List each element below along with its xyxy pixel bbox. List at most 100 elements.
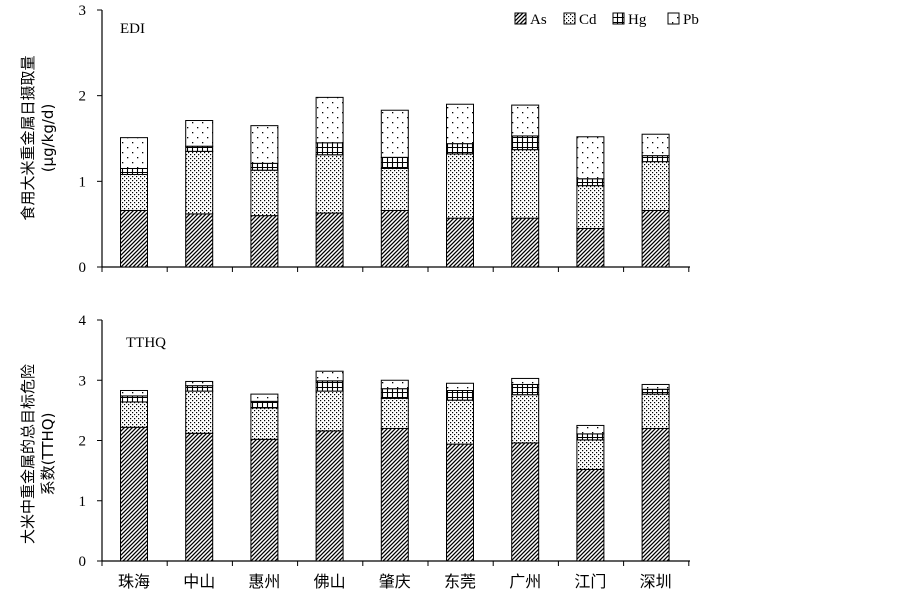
tthq-bar-cd [185,390,214,434]
tthq-bar-pb [120,389,148,397]
edi-bar-as [446,217,474,268]
tthq-bar-pb [576,424,605,435]
tthq-bar-hg [511,383,540,396]
edi-bar-hg [250,162,279,171]
tthq-bar-as [185,432,214,562]
legend-label-cd: Cd [579,12,597,28]
tthq-bar-hg [250,400,279,409]
edi-bar-pb [641,133,670,157]
tthq-y-tick-label: 0 [79,554,87,570]
edi-bar-hg [446,143,474,155]
edi-chart: EDI 食用大米重金属日摄取量 (μg/kg/d) As Cd Hg Pb 0 1 2 3 [19,3,699,276]
edi-bar-hg [120,167,148,175]
x-category-label: 深圳 [640,572,672,591]
edi-bar-as [250,215,279,268]
tthq-bar-pb [641,383,670,390]
edi-y-tick-label: 2 [79,89,87,105]
tthq-bar-hg [446,389,474,401]
tthq-bar-as [511,442,540,562]
edi-bar-cd [511,149,540,219]
x-category-label: 惠州 [248,572,280,591]
tthq-bar-hg [576,433,605,441]
legend-swatch-as [514,12,527,25]
legend-label-hg: Hg [628,12,647,28]
tthq-bar-hg [120,395,148,403]
tthq-bar-pb [446,382,474,391]
edi-bar-as [511,217,540,268]
edi-bar-pb [446,103,474,145]
edi-bar-hg [315,142,344,156]
x-category-label: 广州 [509,572,541,591]
tthq-chart: TTHQ 大米中重金属的总目标危险 系数(TTHQ) 0 1 2 3 4 珠海 中山 惠州 佛山… [19,313,690,591]
tthq-bar-pb [511,377,540,385]
tthq-bar-hg [315,380,344,392]
edi-bar-as [576,227,605,268]
edi-bar-pb [315,96,344,144]
edi-y-tick-label: 0 [79,260,87,276]
x-category-label: 东莞 [444,572,476,591]
tthq-bar-cd [380,397,409,429]
tthq-y-tick-label: 1 [79,494,87,510]
edi-bar-hg [511,135,540,151]
legend-label-pb: Pb [683,12,699,28]
edi-bar-as [380,209,409,268]
edi-bar-cd [120,173,148,211]
legend-swatch-cd [563,12,576,25]
legend: As Cd Hg Pb [514,12,699,28]
legend-swatch-hg [612,12,625,25]
tthq-bar-as [446,443,474,562]
tthq-y-axis-label: 大米中重金属的总目标危险 [19,364,37,544]
edi-chart-title: EDI [120,21,145,37]
legend-label-as: As [530,12,547,28]
tthq-bar-pb [380,379,409,390]
edi-bar-pb [576,136,605,180]
edi-y-tick-label: 3 [79,3,87,19]
tthq-bar-as [120,426,148,562]
edi-bar-cd [250,169,279,217]
x-category-label: 佛山 [314,572,346,591]
edi-bar-cd [185,150,214,215]
tthq-bar-cd [511,394,540,444]
edi-bar-hg [185,145,214,152]
x-category-label: 珠海 [118,572,150,591]
tthq-y-tick-label: 2 [79,434,87,450]
tthq-bar-as [315,430,344,562]
tthq-bar-pb [250,393,279,402]
tthq-bar-hg [641,388,670,395]
tthq-bar-cd [576,439,605,470]
tthq-bar-pb [185,380,214,387]
edi-bar-as [185,213,214,268]
tthq-bar-cd [446,399,474,445]
x-category-label: 江门 [574,572,606,591]
tthq-y-axis-unit: 系数(TTHQ) [39,413,57,496]
edi-bar-as [315,212,344,268]
edi-bar-hg [576,178,605,187]
x-category-label: 肇庆 [379,572,411,591]
tthq-bar-as [641,427,670,562]
tthq-bar-cd [120,401,148,428]
tthq-bar-as [250,438,279,562]
edi-y-axis-label: 食用大米重金属日摄取量 [19,55,37,220]
tthq-bar-hg [380,388,409,399]
tthq-y-tick-label: 4 [79,313,87,329]
edi-bar-pb [250,125,279,164]
tthq-bar-hg [185,385,214,392]
tthq-chart-title: TTHQ [126,335,166,351]
edi-bar-pb [511,104,540,137]
edi-y-axis-unit: (μg/kg/d) [39,104,57,173]
tthq-bar-cd [641,393,670,429]
edi-bar-hg [380,156,409,169]
edi-bar-cd [641,161,670,211]
edi-bar-cd [380,167,409,211]
edi-bar-pb [120,137,148,169]
edi-bar-cd [315,154,344,214]
tthq-bar-cd [250,407,279,440]
edi-y-tick-label: 1 [79,174,87,190]
edi-bar-as [120,209,148,268]
tthq-bar-cd [315,390,344,432]
edi-bar-pb [380,109,409,158]
edi-bar-cd [576,185,605,229]
edi-bar-hg [641,155,670,163]
edi-bar-pb [185,120,214,147]
